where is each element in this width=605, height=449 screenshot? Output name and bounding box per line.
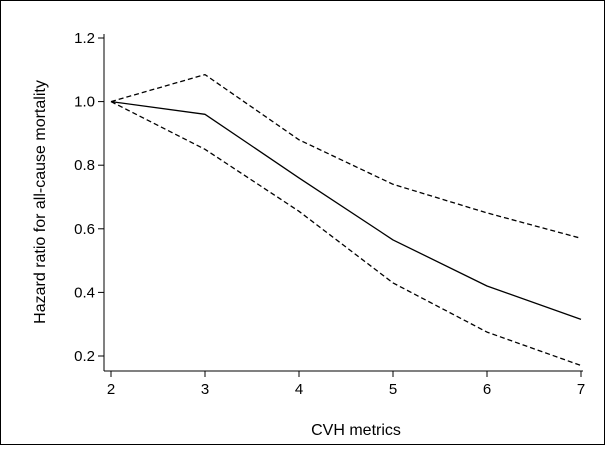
y-tick-label: 1.2 bbox=[74, 30, 95, 47]
x-tick-label: 4 bbox=[295, 381, 303, 398]
axes: 0.2 0.4 0.6 0.8 1.0 1.2 2 3 4 5 6 7 bbox=[74, 30, 585, 398]
lower-ci-line bbox=[110, 101, 582, 367]
y-tick-label: 0.4 bbox=[74, 284, 95, 301]
x-tick-label: 5 bbox=[389, 381, 397, 398]
y-tick-label: 0.8 bbox=[74, 157, 95, 174]
x-tick-label: 7 bbox=[577, 381, 585, 398]
y-tick-label: 1.0 bbox=[74, 94, 95, 111]
x-axis-label: CVH metrics bbox=[311, 422, 401, 439]
hazard-ratio-line bbox=[110, 100, 582, 321]
x-tick-label: 6 bbox=[483, 381, 491, 398]
upper-ci-line bbox=[110, 73, 582, 239]
x-tick-label: 2 bbox=[107, 381, 115, 398]
y-axis-label: Hazard ratio for all-cause mortality bbox=[32, 80, 49, 324]
y-tick-label: 0.6 bbox=[74, 221, 95, 238]
y-tick-label: 0.2 bbox=[74, 348, 95, 365]
series-layer bbox=[110, 73, 582, 367]
x-tick-label: 3 bbox=[201, 381, 209, 398]
